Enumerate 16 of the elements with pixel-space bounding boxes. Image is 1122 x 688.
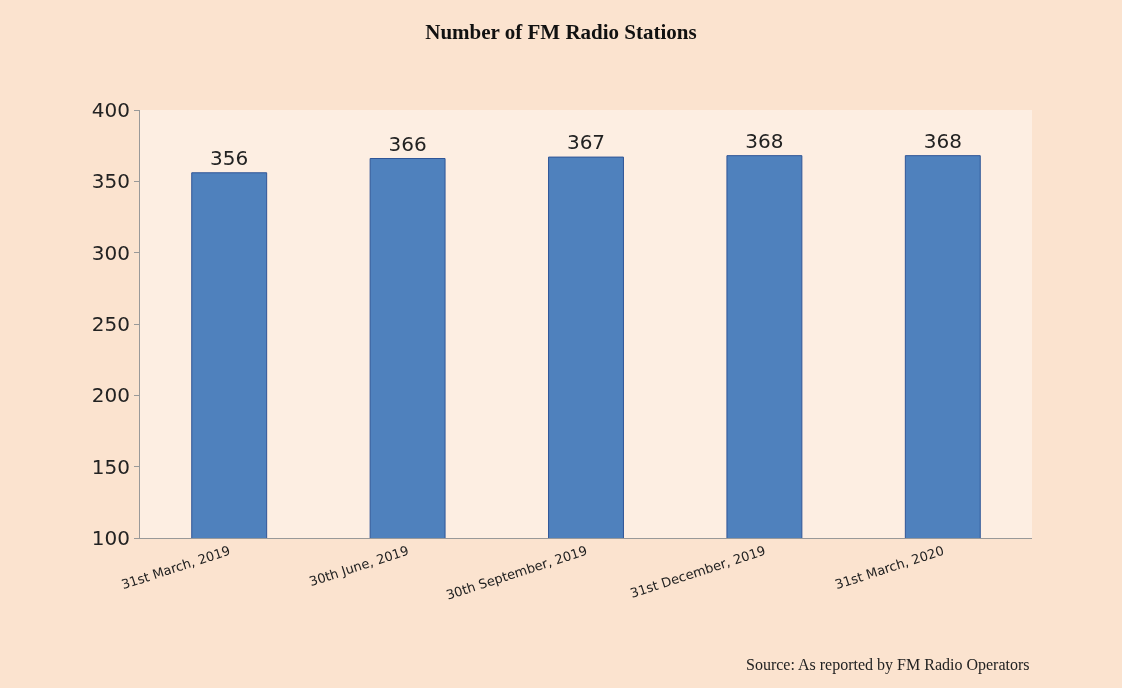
y-tick-label: 100 (91, 526, 130, 550)
x-tick-label: 31st March, 2020 (833, 542, 946, 593)
y-tick-label: 150 (91, 454, 130, 479)
data-label: 367 (566, 130, 606, 155)
y-tick-label: 350 (91, 169, 130, 194)
y-tick-label: 250 (91, 312, 130, 336)
chart-title: Number of FM Radio Stations (425, 19, 697, 44)
data-label: 356 (210, 145, 249, 170)
y-tick-label: 300 (91, 240, 130, 265)
y-tick-label: 200 (91, 383, 130, 408)
data-label: 368 (745, 128, 784, 153)
x-tick-label: 30th June, 2019 (307, 542, 411, 590)
data-label: 366 (388, 131, 427, 156)
data-label: 368 (923, 128, 962, 153)
y-tick-label: 400 (91, 98, 130, 122)
source-note: Source: As reported by FM Radio Operators (746, 656, 1030, 674)
